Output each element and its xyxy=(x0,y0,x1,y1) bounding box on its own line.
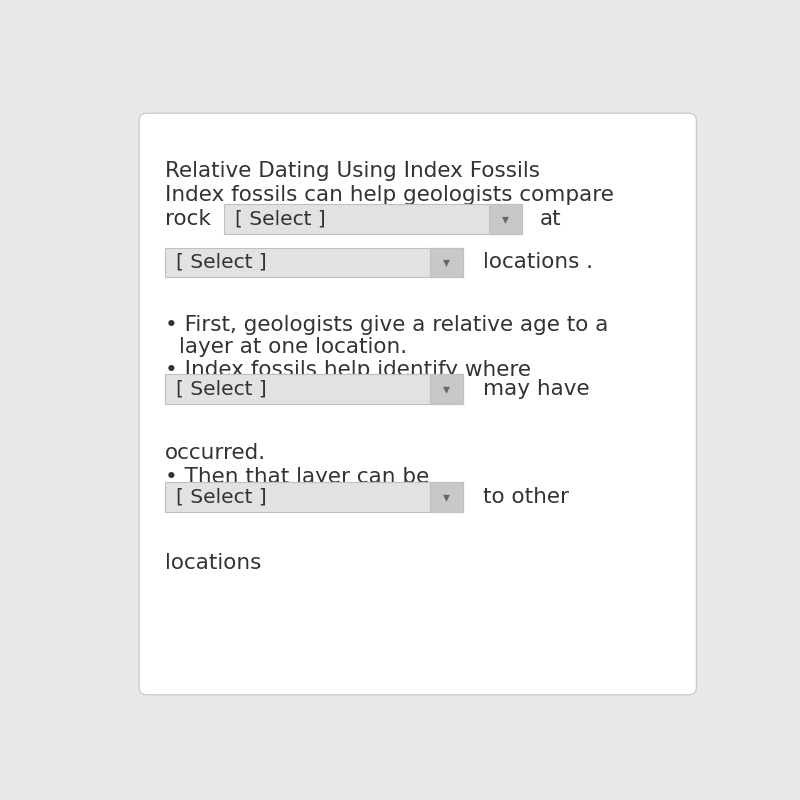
Text: ▾: ▾ xyxy=(443,255,450,270)
Text: [ Select ]: [ Select ] xyxy=(176,253,267,272)
Bar xyxy=(490,205,522,234)
Text: to other: to other xyxy=(483,487,569,507)
Text: [ Select ]: [ Select ] xyxy=(176,380,267,398)
FancyBboxPatch shape xyxy=(165,374,462,404)
Text: Relative Dating Using Index Fossils: Relative Dating Using Index Fossils xyxy=(165,161,540,181)
Text: [ Select ]: [ Select ] xyxy=(176,487,267,506)
FancyBboxPatch shape xyxy=(165,247,462,277)
Text: layer at one location.: layer at one location. xyxy=(178,338,407,358)
Text: Index fossils can help geologists compare: Index fossils can help geologists compar… xyxy=(165,186,614,206)
Text: ▾: ▾ xyxy=(443,490,450,504)
Bar xyxy=(430,482,462,512)
Text: • Then that layer can be: • Then that layer can be xyxy=(165,467,430,487)
Bar xyxy=(430,247,462,277)
Text: ▾: ▾ xyxy=(502,212,509,226)
Text: at: at xyxy=(540,210,562,230)
Bar xyxy=(430,374,462,404)
Text: [ Select ]: [ Select ] xyxy=(235,210,326,229)
Text: locations .: locations . xyxy=(483,252,594,272)
Text: locations: locations xyxy=(165,553,262,573)
Text: occurred.: occurred. xyxy=(165,443,266,463)
Text: • First, geologists give a relative age to a: • First, geologists give a relative age … xyxy=(165,314,609,334)
FancyBboxPatch shape xyxy=(139,114,697,694)
FancyBboxPatch shape xyxy=(165,482,462,512)
Text: may have: may have xyxy=(483,379,590,399)
Text: rock: rock xyxy=(165,210,211,230)
Text: ▾: ▾ xyxy=(443,382,450,396)
FancyBboxPatch shape xyxy=(224,205,522,234)
Text: • Index fossils help identify where: • Index fossils help identify where xyxy=(165,360,531,380)
